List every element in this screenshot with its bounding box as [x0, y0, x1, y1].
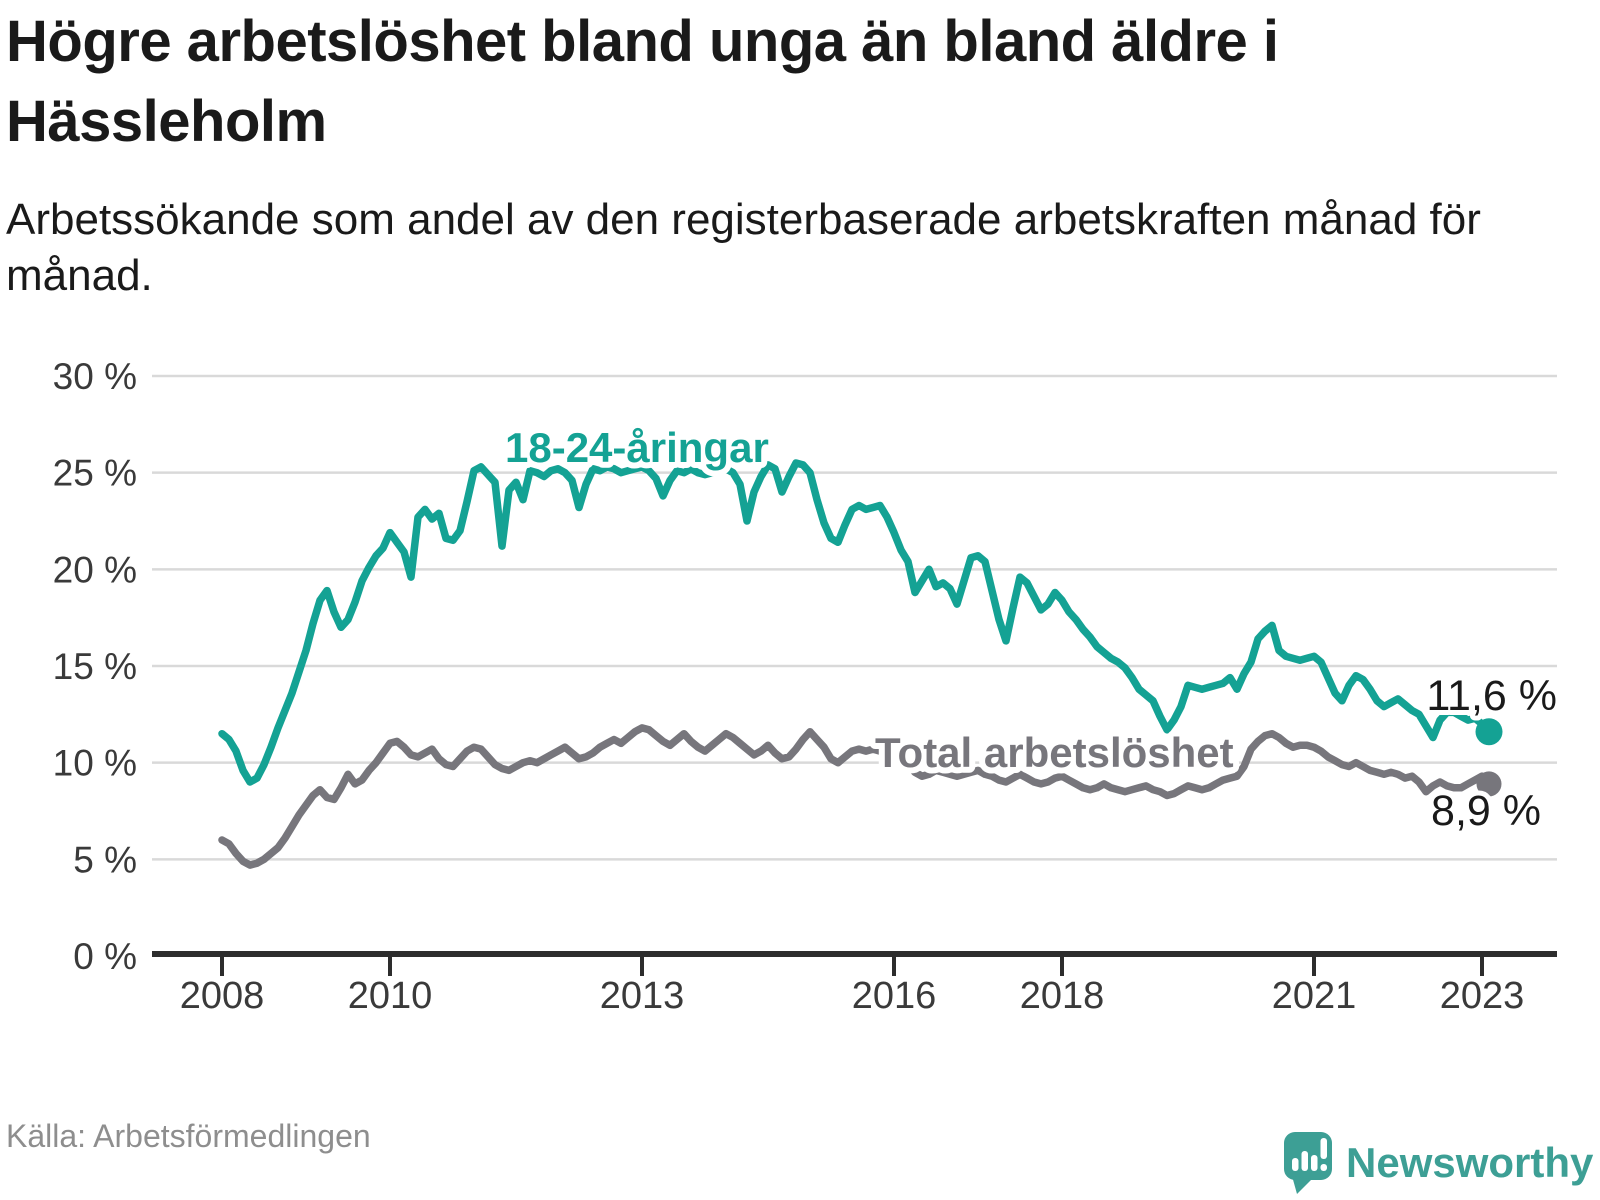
- end-value-total: 8,9 %: [1431, 787, 1541, 835]
- y-tick-label: 0 %: [73, 936, 137, 977]
- x-tick-label: 2021: [1272, 975, 1357, 1017]
- y-tick-label: 15 %: [53, 646, 137, 687]
- newsworthy-logo: Newsworthy: [1284, 1132, 1594, 1194]
- y-tick-label: 5 %: [73, 839, 137, 880]
- bar-chart-bubble-icon: [1284, 1132, 1332, 1194]
- end-dot-young: [1475, 718, 1503, 746]
- x-tick-label: 2010: [348, 975, 433, 1017]
- source-note: Källa: Arbetsförmedlingen: [6, 1118, 371, 1154]
- subtitle: Arbetssökande som andel av den registerb…: [6, 195, 1481, 301]
- end-value-young: 11,6 %: [1426, 672, 1557, 720]
- logo-wordmark: Newsworthy: [1346, 1139, 1594, 1186]
- x-tick-label: 2023: [1440, 975, 1525, 1017]
- page-title: Högre arbetslöshet bland unga än bland ä…: [6, 9, 1279, 155]
- y-tick-label: 25 %: [53, 453, 137, 494]
- y-tick-label: 10 %: [53, 743, 137, 784]
- line-young: [218, 459, 1493, 786]
- y-tick-label: 30 %: [53, 356, 137, 397]
- end-dot-total: [1476, 771, 1502, 797]
- x-tick-label: 2013: [600, 975, 685, 1017]
- series-label-young: 18-24-åringar: [505, 424, 769, 471]
- gridlines: [152, 374, 1557, 861]
- line-total: [218, 724, 1493, 869]
- x-axis-labels: 2008 2010 2013 2016 2018 2021 2023: [180, 975, 1525, 1017]
- series-label-total: Total arbetslöshet: [875, 729, 1234, 776]
- unemployment-line-chart: 0 %5 %10 %15 %20 %25 %30 % 2008 2010 2013 2…: [52, 356, 1557, 1017]
- x-tick-label: 2018: [1020, 975, 1105, 1017]
- y-tick-label: 20 %: [53, 549, 137, 590]
- y-axis-labels: 0 % 5 % 10 % 15 % 20 % 25 % 30 %: [53, 356, 137, 977]
- x-tick-label: 2016: [852, 975, 937, 1017]
- x-axis: [152, 951, 1557, 976]
- series-lines: [218, 459, 1503, 869]
- x-tick-label: 2008: [180, 975, 265, 1017]
